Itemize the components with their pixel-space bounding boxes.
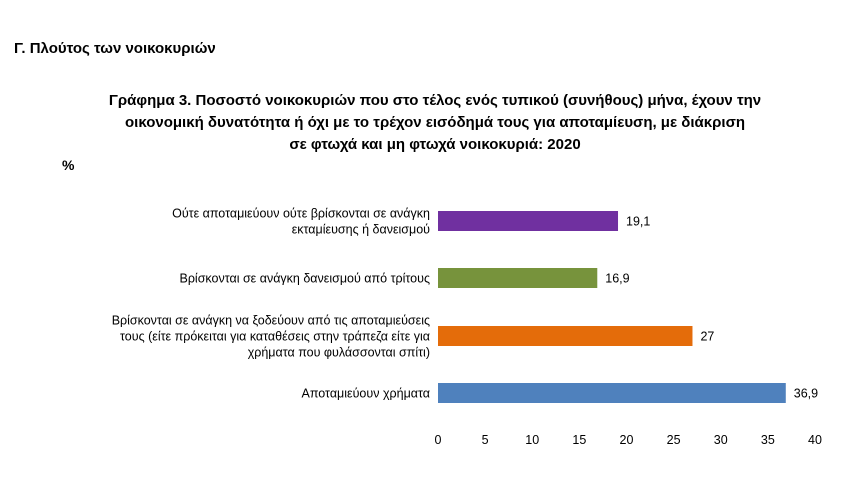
data-label: 16,9 — [605, 272, 629, 286]
x-tick-label: 10 — [525, 433, 539, 447]
x-tick-label: 40 — [808, 433, 822, 447]
bar — [438, 326, 693, 346]
x-tick-label: 15 — [572, 433, 586, 447]
x-tick-label: 5 — [482, 433, 489, 447]
category-label: τους (είτε πρόκειται για καταθέσεις στην… — [120, 330, 430, 344]
x-tick-label: 35 — [761, 433, 775, 447]
section-title: Γ. Πλούτος των νοικοκυριών — [14, 40, 216, 57]
x-tick-label: 20 — [620, 433, 634, 447]
category-label: Αποταμιεύουν χρήματα — [302, 387, 431, 401]
unit-label: % — [62, 157, 75, 173]
category-label: Βρίσκονται σε ανάγκη δανεισμού από τρίτο… — [179, 272, 430, 286]
category-label: Ούτε αποταμιεύουν ούτε βρίσκονται σε ανά… — [172, 207, 430, 221]
category-label: εκταμίευσης ή δανεισμού — [292, 223, 430, 237]
data-label: 19,1 — [626, 215, 650, 229]
chart-title: Γράφημα 3. Ποσοστό νοικοκυριών που στο τ… — [40, 90, 830, 156]
bar — [438, 268, 598, 288]
data-label: 27 — [700, 330, 714, 344]
x-tick-label: 0 — [435, 433, 442, 447]
bar — [438, 211, 619, 231]
data-label: 36,9 — [794, 387, 818, 401]
chart-title-line: οικονομική δυνατότητα ή όχι με το τρέχον… — [125, 114, 745, 131]
bar — [438, 383, 786, 403]
x-tick-label: 25 — [667, 433, 681, 447]
category-label: χρήματα που φυλάσσονται σπίτι) — [248, 346, 430, 360]
category-label: Βρίσκονται σε ανάγκη να ξοδεύουν από τις… — [112, 314, 430, 328]
chart-title-line: σε φτωχά και μη φτωχά νοικοκυριά: 2020 — [289, 136, 581, 153]
x-tick-label: 30 — [714, 433, 728, 447]
chart-title-line: Γράφημα 3. Ποσοστό νοικοκυριών που στο τ… — [108, 92, 762, 109]
